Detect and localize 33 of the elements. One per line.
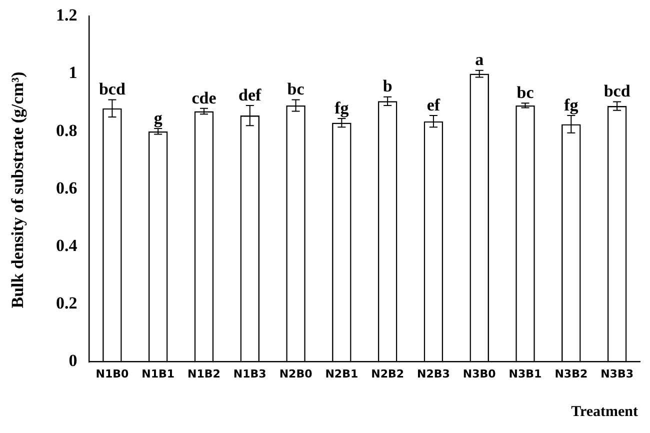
- annotation: bc: [287, 80, 305, 99]
- x-tick-label: N2B3: [417, 367, 450, 380]
- annotation: bcd: [604, 82, 631, 101]
- y-tick-label: 0.6: [56, 178, 78, 198]
- y-tick-label: 0.8: [56, 120, 78, 140]
- y-tick-label: 0.4: [56, 236, 78, 255]
- annotation: bcd: [98, 80, 126, 99]
- x-tick-label: N1B1: [142, 367, 175, 380]
- x-tick-label: N2B1: [325, 367, 358, 380]
- x-tick-label: N2B0: [279, 367, 313, 380]
- x-tick-label: N1B2: [188, 367, 220, 380]
- annotation: a: [475, 50, 484, 70]
- annotation: fg: [564, 95, 579, 114]
- annotation: bc: [516, 83, 534, 102]
- y-tick-label: 1: [68, 63, 78, 82]
- annotation: ef: [426, 95, 440, 114]
- y-tick-label: 1.2: [56, 6, 78, 25]
- annotation: fg: [334, 98, 350, 118]
- x-tick-label: N1B3: [233, 367, 266, 380]
- y-axis-title: Bulk density of substrate (g/cm³): [8, 70, 28, 310]
- x-tick-label: N1B0: [96, 367, 129, 380]
- annotation: g: [154, 108, 163, 128]
- x-tick-label: N3B2: [554, 367, 588, 380]
- y-tick-label: 0: [68, 351, 78, 370]
- annotation: b: [382, 76, 392, 96]
- x-axis-title: Treatment: [571, 404, 638, 421]
- x-tick-label: N3B1: [508, 367, 542, 380]
- annotation: def: [238, 85, 262, 104]
- y-tick-label: 0.2: [56, 294, 78, 313]
- x-tick-label: N3B0: [462, 367, 496, 380]
- annotation: cde: [192, 88, 217, 108]
- x-tick-label: N3B3: [600, 367, 634, 380]
- x-tick-label: N2B2: [371, 367, 404, 380]
